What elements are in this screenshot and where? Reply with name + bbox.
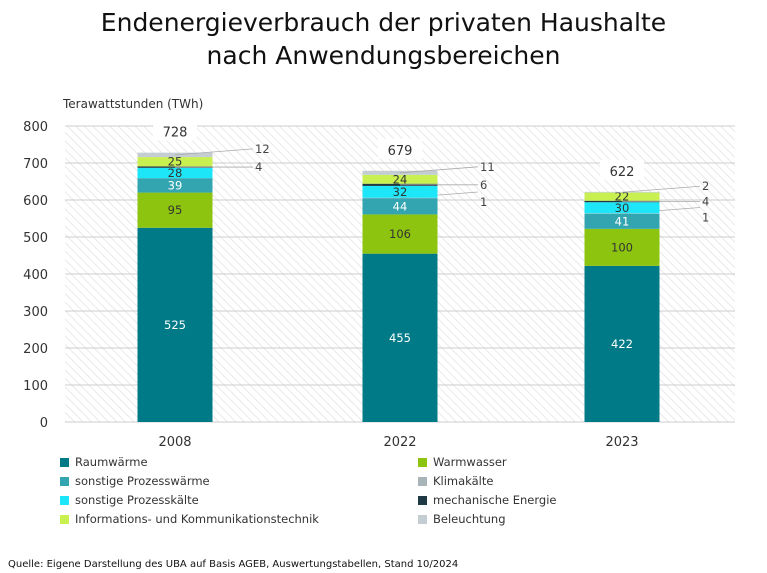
data-label: 44 [393,199,408,213]
y-tick-label: 600 [23,194,48,209]
legend-label: Beleuchtung [433,512,506,526]
legend-swatch [418,514,427,524]
legend-swatch [418,495,427,505]
data-label: 1 [480,195,487,209]
bar-segment [362,214,438,254]
total-label-bg [600,159,644,180]
title-line-1: Endenergieverbrauch der privaten Haushal… [100,8,667,37]
data-label: 422 [611,337,633,351]
data-label: 32 [393,185,408,199]
bar-segment [362,174,438,184]
y-tick-label: 500 [23,231,48,246]
legend-item: Informations- und Kommunikationstechnik [60,512,319,526]
data-label: 455 [389,331,411,345]
leader-line [399,166,479,174]
y-tick-label: 700 [23,157,48,172]
data-label: 100 [611,240,633,254]
data-label: 95 [168,203,183,217]
data-label: 106 [389,227,411,241]
total-label-bg [153,120,197,141]
legend-label: Raumwärme [75,455,148,469]
total-label: 622 [610,165,635,180]
data-label: 22 [615,190,630,204]
y-tick-label: 100 [23,379,48,394]
legend-item: mechanische Energie [418,493,556,507]
data-label: 11 [480,160,495,174]
legend-item: Warmwasser [418,455,507,469]
leader-line [621,185,701,193]
data-label: 41 [615,214,630,228]
legend-label: Informations- und Kommunikationstechnik [75,512,319,526]
bar-segment [584,265,660,422]
bar-segment [137,167,213,179]
legend-label: mechanische Energie [433,493,557,507]
bar-segment [584,191,660,193]
legend-item: Raumwärme [60,455,148,469]
total-label: 679 [388,144,413,159]
title-line-2: nach Anwendungsbereichen [206,41,561,70]
legend-swatch [60,495,69,505]
legend-swatch [60,514,69,524]
data-label: 12 [255,142,270,156]
data-label: 39 [168,178,183,192]
bar-segment [362,185,438,198]
total-label: 728 [163,126,188,141]
y-tick-label: 800 [23,120,48,135]
bar-segment [584,228,660,266]
data-label: 25 [168,155,183,169]
total-label-bg [378,138,422,159]
bar-segment [584,202,660,214]
data-label: 1 [702,211,709,225]
data-label: 24 [393,172,408,186]
bar-segment [137,227,213,422]
legend-label: Klimakälte [433,474,494,488]
data-label: 4 [702,194,709,208]
legend-item: Beleuchtung [418,512,506,526]
x-tick-label: 2008 [158,435,191,450]
source-note: Quelle: Eigene Darstellung des UBA auf B… [8,559,459,570]
legend-swatch [60,457,69,467]
legend-swatch [418,476,427,486]
bar-segment [137,192,213,228]
legend-swatch [60,476,69,486]
data-label: 6 [480,178,487,192]
y-tick-label: 200 [23,342,48,357]
leader-line [174,148,254,156]
bar-segment [362,253,438,422]
data-label: 30 [615,201,630,215]
legend-item: sonstige Prozesskälte [60,493,199,507]
bar-segment [137,178,213,193]
bar-segment [137,157,213,167]
legend-swatch [418,457,427,467]
data-label: 2 [702,179,709,193]
bar-segment [584,213,660,229]
stacked-bar-chart: Terawattstunden (TWh) 0 100 200 300 400 500 600… [23,97,735,450]
legend-label: sonstige Prozesswärme [75,474,210,488]
y-tick-label: 0 [40,416,48,431]
legend-label: sonstige Prozesskälte [75,493,199,507]
y-tick-label: 300 [23,305,48,320]
data-label: 525 [164,318,186,332]
bar-segment [584,192,660,201]
chart-title: Endenergieverbrauch der privaten Haushal… [0,6,767,72]
legend-item: Klimakälte [418,474,493,488]
legend-item: sonstige Prozesswärme [60,474,210,488]
data-label: 4 [255,160,262,174]
x-tick-label: 2023 [605,435,638,450]
data-label: 28 [168,166,183,180]
bar-segment [362,198,438,215]
y-axis-label: Terawattstunden (TWh) [62,97,203,111]
y-tick-label: 400 [23,268,48,283]
x-tick-label: 2022 [383,435,416,450]
legend-label: Warmwasser [433,455,507,469]
